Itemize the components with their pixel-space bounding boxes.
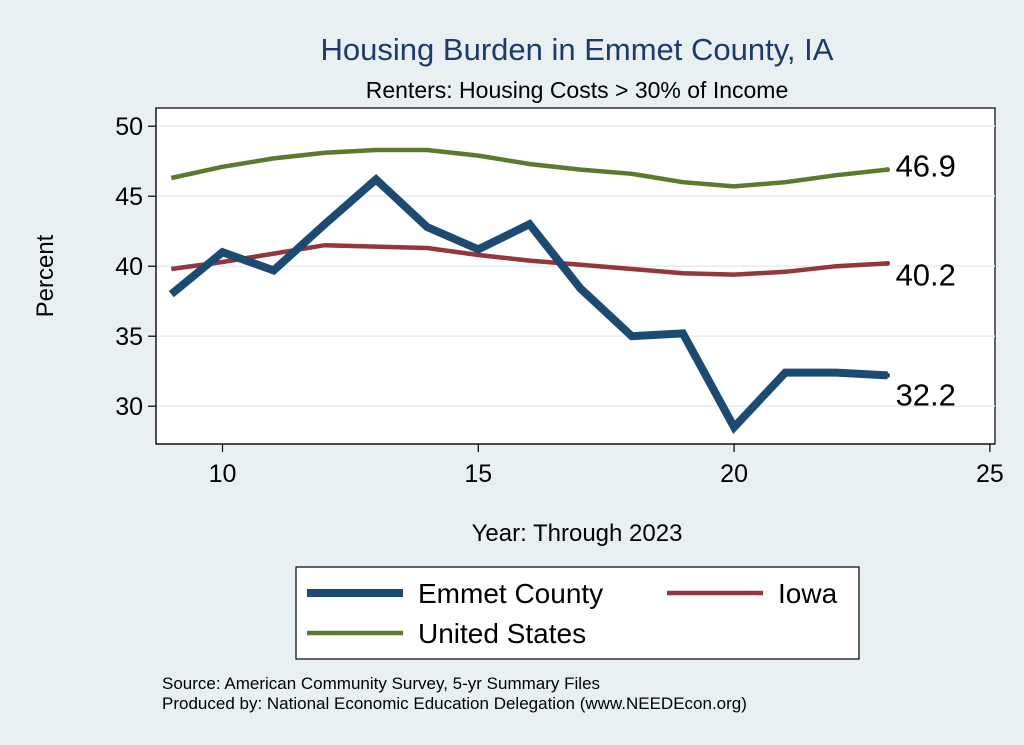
series-lines (168, 147, 891, 434)
end-label-united-states: 46.9 (896, 149, 956, 184)
end-label-emmet-county: 32.2 (896, 377, 956, 412)
y-tick-label: 45 (115, 183, 143, 211)
end-point-emmet-county (885, 372, 891, 378)
source-line: Source: American Community Survey, 5-yr … (162, 674, 600, 693)
legend-box (295, 566, 860, 660)
chart-subtitle: Renters: Housing Costs > 30% of Income (366, 77, 789, 103)
y-tick-label: 35 (115, 323, 143, 351)
x-tick-label: 10 (209, 460, 237, 488)
grid (156, 125, 995, 408)
legend-label-iowa: Iowa (778, 578, 838, 609)
x-axis-label: Year: Through 2023 (472, 520, 683, 547)
y-tick-label: 50 (115, 113, 143, 141)
x-tick-label: 20 (720, 460, 748, 488)
end-point-iowa (885, 260, 891, 266)
y-tick-label: 40 (115, 253, 143, 281)
end-point-united-states (885, 167, 891, 173)
end-label-iowa: 40.2 (896, 257, 956, 292)
legend-label-emmet-county: Emmet County (418, 578, 603, 609)
series-line-emmet-county (168, 174, 888, 434)
chart-title: Housing Burden in Emmet County, IA (321, 32, 834, 67)
y-axis-label: Percent (32, 234, 59, 317)
producer-line: Produced by: National Economic Education… (162, 694, 747, 713)
x-tick-label: 15 (464, 460, 492, 488)
series-line-united-states (170, 147, 888, 189)
x-tick-label: 25 (976, 460, 1004, 488)
legend-label-united-states: United States (418, 618, 586, 649)
legend: Emmet County Iowa United States (307, 578, 838, 649)
end-labels: 46.9 40.2 32.2 (896, 149, 956, 413)
y-tick-label: 30 (115, 393, 143, 421)
axes: 30 35 40 45 50 10 15 20 25 (115, 108, 1004, 488)
